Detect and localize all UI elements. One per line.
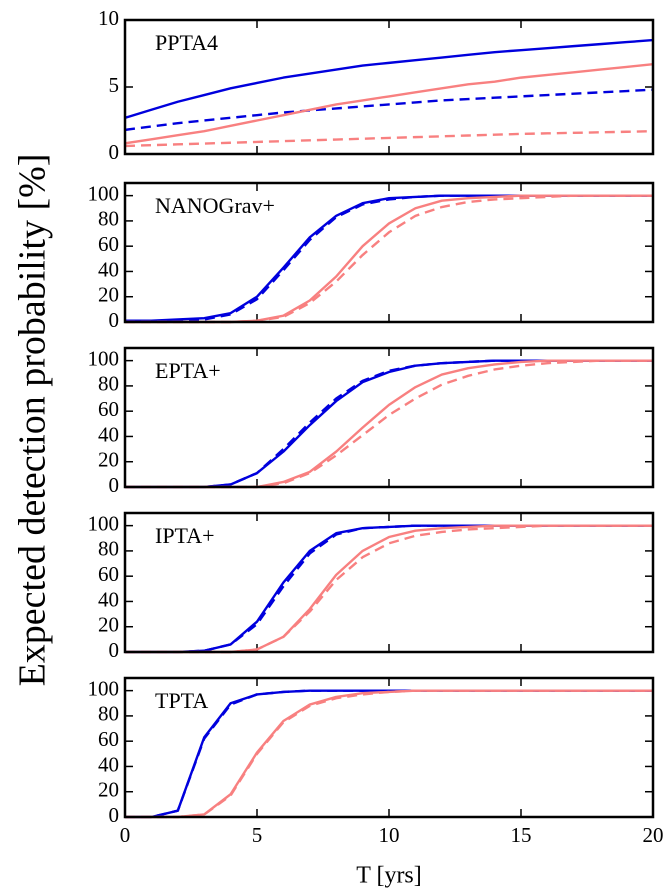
y-tick-label: 0 — [109, 140, 120, 164]
panel-title: NANOGrav+ — [155, 193, 275, 218]
y-tick-label: 20 — [98, 283, 119, 307]
plot-frame — [123, 511, 655, 654]
y-tick-label: 10 — [98, 6, 119, 30]
y-tick-label: 20 — [98, 448, 119, 472]
x-axis-label: T [yrs] — [356, 863, 422, 889]
y-tick-label: 0 — [109, 308, 120, 332]
series-line — [124, 38, 654, 119]
x-tick-label: 15 — [511, 823, 532, 847]
x-tick-label: 0 — [120, 823, 131, 847]
y-tick-label: 0 — [109, 638, 120, 662]
y-tick-label: 100 — [88, 346, 120, 370]
x-tick-label: 20 — [643, 823, 664, 847]
series-line — [124, 130, 654, 148]
y-tick-label: 80 — [98, 702, 119, 726]
panel-title: IPTA+ — [155, 523, 215, 548]
y-tick-label: 60 — [98, 232, 119, 256]
y-tick-label: 40 — [98, 752, 119, 776]
panel-title: PPTA4 — [155, 30, 218, 55]
x-tick-label: 5 — [252, 823, 263, 847]
y-tick-label: 40 — [98, 587, 119, 611]
plot-frame — [123, 18, 655, 156]
series-line — [125, 689, 653, 819]
x-tick-label: 10 — [379, 823, 400, 847]
y-tick-label: 5 — [109, 73, 120, 97]
series-line — [125, 689, 653, 819]
y-tick-label: 0 — [109, 473, 120, 497]
y-axis-label: Expected detection probability [%] — [12, 154, 54, 687]
panel-title: EPTA+ — [155, 358, 221, 383]
y-tick-label: 60 — [98, 397, 119, 421]
y-tick-label: 20 — [98, 778, 119, 802]
y-tick-label: 100 — [88, 511, 120, 535]
y-tick-label: 100 — [88, 676, 120, 700]
series-line — [124, 88, 654, 132]
y-tick-label: 80 — [98, 537, 119, 561]
y-tick-label: 40 — [98, 422, 119, 446]
y-tick-label: 80 — [98, 372, 119, 396]
y-tick-label: 40 — [98, 257, 119, 281]
plot-frame — [123, 346, 655, 489]
y-tick-label: 60 — [98, 562, 119, 586]
series-line — [125, 524, 653, 654]
y-tick-label: 60 — [98, 727, 119, 751]
plot-frame — [123, 676, 655, 819]
series-line — [124, 63, 654, 145]
y-tick-label: 80 — [98, 207, 119, 231]
y-tick-label: 100 — [88, 181, 120, 205]
plot-frame — [123, 181, 655, 324]
y-tick-label: 20 — [98, 613, 119, 637]
y-tick-label: 0 — [109, 803, 120, 827]
panel-title: TPTA — [155, 688, 208, 713]
